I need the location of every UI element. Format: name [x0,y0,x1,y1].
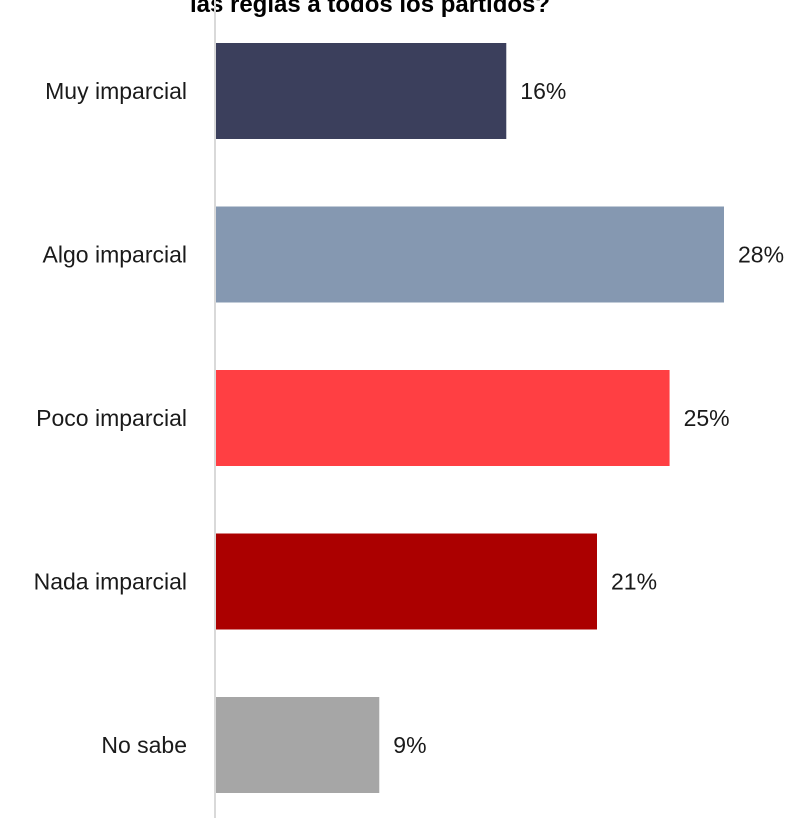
bars-group: Muy imparcial 16% Algo imparcial 28% Poco im… [34,43,784,793]
value-label: 28% [738,242,784,268]
value-label: 21% [611,569,657,595]
value-label: 25% [684,405,730,431]
category-label: No sabe [101,732,187,758]
bar-muy-imparcial [216,43,507,139]
bar-poco-imparcial [216,370,670,466]
category-label: Muy imparcial [45,78,187,104]
bar-nada-imparcial [216,533,597,630]
value-label: 16% [520,78,566,104]
category-label: Algo imparcial [43,242,187,268]
value-label: 9% [393,732,426,758]
category-label: Poco imparcial [36,405,187,431]
chart-title: las reglas a todos los partidos? [190,0,550,18]
bar-algo-imparcial [216,206,724,303]
bar-no-sabe [216,697,380,793]
category-label: Nada imparcial [34,569,187,595]
